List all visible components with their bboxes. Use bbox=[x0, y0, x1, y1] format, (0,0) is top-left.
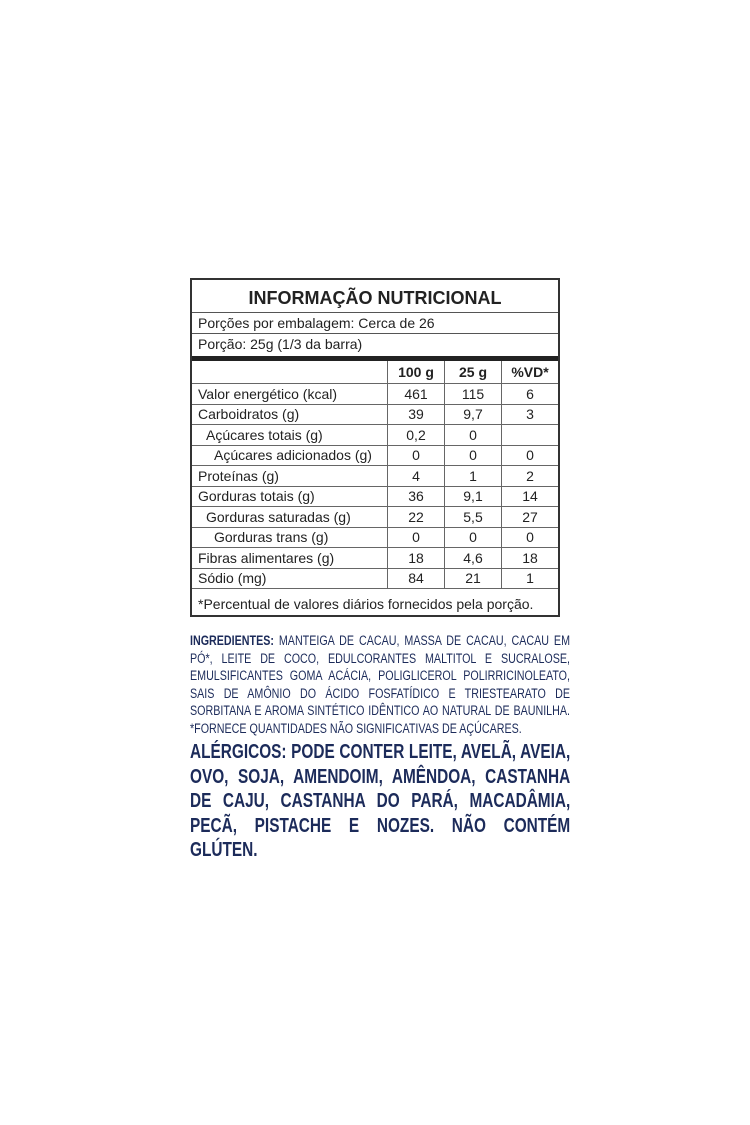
value-cell: 84 bbox=[387, 567, 445, 589]
nutrition-panel: INFORMAÇÃO NUTRICIONAL Porções por embal… bbox=[190, 278, 560, 617]
nutrient-name: Gorduras totais (g) bbox=[192, 485, 388, 507]
servings: Porções por embalagem: Cerca de 26 bbox=[192, 313, 558, 334]
value-cell: 0 bbox=[444, 526, 502, 548]
nutrient-name: Fibras alimentares (g) bbox=[192, 547, 388, 569]
nutrient-row: Proteínas (g) 4 1 2 bbox=[192, 465, 558, 487]
portion: Porção: 25g (1/3 da barra) bbox=[198, 336, 363, 352]
value-cell: 22 bbox=[387, 506, 445, 528]
value-cell: 4 bbox=[387, 465, 445, 487]
value-cell: 0 bbox=[501, 526, 558, 548]
nutrient-row: Carboidratos (g) 39 9,7 3 bbox=[192, 403, 558, 425]
nutrient-name: Gorduras trans (g) bbox=[192, 526, 388, 548]
header-cell: 100 g bbox=[387, 361, 445, 384]
value-cell: 2 bbox=[501, 465, 558, 487]
value-cell: 0 bbox=[387, 444, 445, 466]
header-cell: 25 g bbox=[444, 361, 502, 384]
value-cell: 18 bbox=[501, 547, 558, 569]
title: INFORMAÇÃO NUTRICIONAL bbox=[192, 280, 558, 313]
value-cell: 461 bbox=[387, 383, 445, 405]
value-cell: 0 bbox=[501, 444, 558, 466]
ingredients-label: INGREDIENTES: bbox=[190, 633, 274, 648]
header-row: 100 g 25 g %VD* bbox=[192, 361, 558, 384]
value-cell: 0 bbox=[387, 526, 445, 548]
nutrient-row: Gorduras trans (g) 0 0 0 bbox=[192, 526, 558, 548]
allergens-text: PODE CONTER LEITE, AVELÃ, AVEIA, OVO, SO… bbox=[190, 740, 571, 861]
nutrient-name: Sódio (mg) bbox=[192, 567, 388, 589]
value-cell: 36 bbox=[387, 485, 445, 507]
value-cell: 6 bbox=[501, 383, 558, 405]
nutrient-name: Valor energético (kcal) bbox=[192, 383, 388, 405]
nutrient-name: Proteínas (g) bbox=[192, 465, 388, 487]
footnote: *Percentual de valores diários fornecido… bbox=[198, 596, 534, 612]
nutrient-row: Gorduras saturadas (g) 22 5,5 27 bbox=[192, 506, 558, 528]
nutrient-row: Gorduras totais (g) 36 9,1 14 bbox=[192, 485, 558, 507]
nutrient-row: Fibras alimentares (g) 18 4,6 18 bbox=[192, 547, 558, 569]
nutrient-row: Sódio (mg) 84 21 1 bbox=[192, 567, 558, 589]
value-cell: 3 bbox=[501, 403, 558, 425]
nutrient-row: Açúcares adicionados (g) 0 0 0 bbox=[192, 444, 558, 466]
value-cell: 5,5 bbox=[444, 506, 502, 528]
nutrient-row: Açúcares totais (g) 0,2 0 bbox=[192, 424, 558, 446]
value-cell bbox=[501, 424, 558, 446]
value-cell: 1 bbox=[444, 465, 502, 487]
value-cell: 9,1 bbox=[444, 485, 502, 507]
value-cell: 14 bbox=[501, 485, 558, 507]
value-cell: 0,2 bbox=[387, 424, 445, 446]
header-cell: %VD* bbox=[501, 361, 558, 384]
nutrient-row: Valor energético (kcal) 461 115 6 bbox=[192, 383, 558, 405]
nutrient-name: Carboidratos (g) bbox=[192, 403, 388, 425]
allergens-label: ALÉRGICOS: bbox=[190, 740, 287, 763]
value-cell: 27 bbox=[501, 506, 558, 528]
nutrient-name: Gorduras saturadas (g) bbox=[192, 506, 388, 528]
value-cell: 0 bbox=[444, 444, 502, 466]
value-cell: 21 bbox=[444, 567, 502, 589]
value-cell: 0 bbox=[444, 424, 502, 446]
header-cell bbox=[192, 361, 388, 384]
value-cell: 1 bbox=[501, 567, 558, 589]
nutrient-name: Açúcares totais (g) bbox=[192, 424, 388, 446]
allergens: ALÉRGICOS: PODE CONTER LEITE, AVELÃ, AVE… bbox=[190, 740, 570, 863]
ingredients-text: MANTEIGA DE CACAU, MASSA DE CACAU, CACAU… bbox=[190, 633, 570, 736]
value-cell: 18 bbox=[387, 547, 445, 569]
nutrient-name: Açúcares adicionados (g) bbox=[192, 444, 388, 466]
value-cell: 9,7 bbox=[444, 403, 502, 425]
nutrition-table: 100 g 25 g %VD* Valor energético (kcal) 461 1… bbox=[192, 361, 558, 589]
value-cell: 39 bbox=[387, 403, 445, 425]
value-cell: 4,6 bbox=[444, 547, 502, 569]
value-cell: 115 bbox=[444, 383, 502, 405]
divider bbox=[192, 356, 558, 361]
ingredients: INGREDIENTES: MANTEIGA DE CACAU, MASSA D… bbox=[190, 632, 570, 737]
